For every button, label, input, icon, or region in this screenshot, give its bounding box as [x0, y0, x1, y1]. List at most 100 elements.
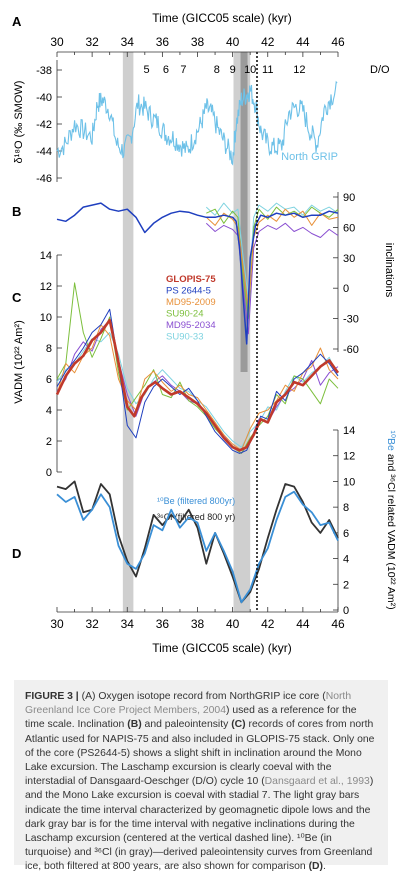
d-ytick-label: 12	[343, 451, 355, 463]
top-tick-label: 36	[156, 35, 170, 49]
panel-d-legend: ¹⁰Be (filtered 800yr) ³⁶Cl (filtered 800…	[157, 496, 235, 522]
caption-fig-label: FIGURE 3 |	[25, 691, 79, 702]
a-ytick-label: -44	[36, 146, 52, 158]
d-ytick-label: 4	[343, 554, 349, 566]
panel-label-c: C	[12, 290, 22, 305]
b-su9033-series	[205, 202, 339, 299]
d-ytick-label: 2	[343, 579, 349, 591]
laschamp-dark-bar	[240, 52, 248, 372]
top-axis: Time (GICC05 scale) (kyr) 30 32 34 36 38 40 42…	[50, 11, 345, 57]
b-ytick-label: -30	[343, 314, 359, 326]
a-ytick-label: -40	[36, 92, 52, 104]
d-be10-series	[56, 490, 339, 604]
caption-text-3: and paleointensity	[141, 719, 232, 731]
panel-label-a: A	[12, 14, 22, 29]
d-ytick-label: 14	[343, 425, 355, 437]
do-number: 9	[230, 64, 236, 76]
b-ytick-label: 30	[343, 253, 355, 265]
b-su9024-series	[206, 206, 339, 320]
panel-label-d: D	[12, 546, 21, 561]
c-legend-item: MD95-2009	[166, 297, 216, 308]
c-ytick-label: 6	[46, 374, 52, 386]
d-cl36-series	[56, 480, 339, 604]
bottom-tick-label: 38	[191, 617, 205, 631]
caption-ref-dansgaard[interactable]: Dansgaard et al., 1993	[264, 776, 370, 788]
svg-text:¹⁰Be and ³⁶Cl related VADM (10: ¹⁰Be and ³⁶Cl related VADM (10²² Am²)	[385, 430, 397, 609]
top-tick-label: 44	[296, 35, 310, 49]
c-ytick-label: 10	[40, 312, 52, 324]
caption-b-label: (B)	[127, 719, 142, 731]
b-md952034-series	[205, 222, 339, 335]
panel-b-axis: 90 60 30 0 -30 -60 inclinations	[333, 192, 395, 356]
bottom-tick-label: 44	[296, 617, 310, 631]
panel-d-ylabel-rest: and ³⁶Cl related VADM (10²² Am²)	[385, 451, 397, 610]
caption-text-4: records of cores from north Atlantic use…	[25, 719, 375, 788]
mono-lake-gray-bar	[122, 52, 134, 612]
series-layer	[55, 80, 340, 604]
top-tick-label: 40	[226, 35, 240, 49]
c-legend-item: PS 2644-5	[166, 286, 211, 297]
b-ps2644-series	[56, 202, 339, 345]
bottom-tick-label: 32	[85, 617, 99, 631]
bottom-tick-label: 46	[331, 617, 345, 631]
bottom-axis-title: Time (GICC05 scale) (kyr)	[152, 641, 292, 655]
c-glopis-series	[55, 318, 340, 452]
top-tick-label: 46	[331, 35, 345, 49]
c-ytick-label: 14	[40, 250, 52, 262]
bottom-axis: 30 32 34 36 38 40 42 44 46 Time (GICC05 scale) (…	[50, 607, 345, 655]
b-ytick-label: -60	[343, 344, 359, 356]
top-axis-title: Time (GICC05 scale) (kyr)	[152, 11, 292, 25]
d-ytick-label: 10	[343, 476, 355, 488]
d-ytick-label: 0	[343, 605, 349, 617]
bottom-tick-label: 42	[261, 617, 275, 631]
north-grip-series	[56, 80, 338, 166]
a-ytick-label: -46	[36, 173, 52, 185]
top-tick-label: 42	[261, 35, 275, 49]
c-md952009-series	[56, 324, 339, 451]
c-ytick-label: 2	[46, 436, 52, 448]
legend-cl36: ³⁶Cl (filtered 800 yr)	[157, 512, 235, 522]
top-tick-label: 32	[85, 35, 99, 49]
do-number: 5	[144, 64, 150, 76]
panel-d-ylabel-be: ¹⁰Be	[385, 430, 397, 451]
caption-text-2: ) used as a reference for the time scale…	[25, 705, 357, 731]
panel-c-ylabel: VADM (10²² Am²)	[13, 320, 25, 404]
caption-text-1: (A) Oxygen isotope record from NorthGRIP…	[78, 691, 326, 702]
c-legend-item: SU90-24	[166, 309, 204, 320]
bottom-tick-label: 40	[226, 617, 240, 631]
c-legend-item: SU90-33	[166, 332, 204, 343]
top-tick-label: 30	[50, 35, 64, 49]
c-ytick-label: 4	[46, 405, 52, 417]
caption-c-label: (C)	[231, 719, 246, 731]
c-ytick-label: 12	[40, 281, 52, 293]
do-number: 8	[214, 64, 220, 76]
a-ytick-label: -42	[36, 119, 52, 131]
c-su9033-series	[56, 332, 339, 448]
bottom-tick-label: 34	[121, 617, 135, 631]
figure-3-chart: Time (GICC05 scale) (kyr) 30 32 34 36 38 40 42…	[12, 11, 397, 655]
do-header: D/O	[370, 64, 390, 76]
c-legend-item: GLOPIS-75	[166, 274, 216, 285]
do-number: 6	[163, 64, 169, 76]
top-tick-label: 34	[121, 35, 135, 49]
panel-c-axis: 14 12 10 8 6 4 2 0 VADM (10²² Am²)	[13, 250, 62, 479]
c-legend-item: MD95-2034	[166, 320, 216, 331]
caption-ref-ngrip[interactable]: North Greenland Ice Core Project Members…	[25, 691, 352, 717]
gray-bars	[122, 52, 251, 612]
caption-d-label: (D)	[308, 861, 324, 873]
bottom-tick-label: 36	[156, 617, 170, 631]
north-grip-label: North GRIP	[281, 151, 338, 163]
figure-caption: FIGURE 3 | (A) Oxygen isotope record fro…	[14, 680, 388, 872]
a-ytick-label: -38	[36, 65, 52, 77]
caption-text-5: ) and the Mono Lake excursion is coeval …	[25, 776, 374, 873]
panel-a-ylabel: δ¹⁸O (‰ SMOW)	[13, 81, 25, 164]
caption-text-6: .	[323, 861, 326, 873]
panel-label-b: B	[12, 204, 21, 219]
c-ytick-label: 8	[46, 343, 52, 355]
d-ytick-label: 8	[343, 502, 349, 514]
do-number: 11	[262, 64, 273, 76]
top-tick-label: 38	[191, 35, 205, 49]
c-ytick-label: 0	[46, 467, 52, 479]
